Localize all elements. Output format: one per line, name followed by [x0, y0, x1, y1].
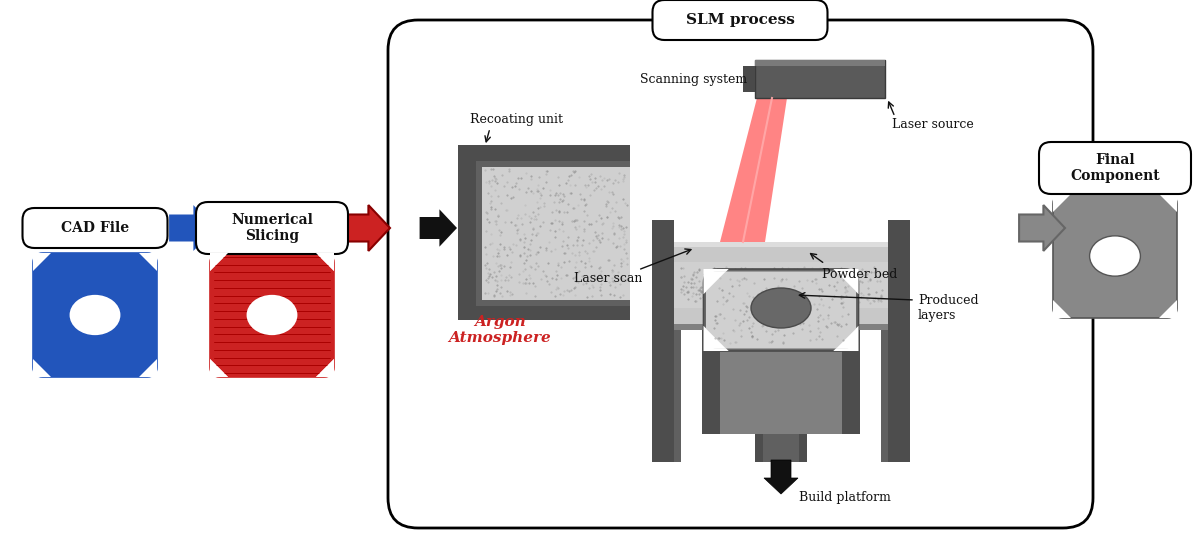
Bar: [476, 300, 630, 306]
Bar: [842, 330, 860, 434]
FancyBboxPatch shape: [210, 253, 334, 377]
Ellipse shape: [70, 295, 120, 335]
FancyBboxPatch shape: [388, 20, 1093, 528]
Ellipse shape: [246, 295, 298, 335]
Polygon shape: [210, 253, 228, 271]
Bar: [674, 242, 680, 462]
Polygon shape: [1054, 300, 1072, 318]
Polygon shape: [420, 210, 457, 247]
Polygon shape: [210, 359, 228, 377]
Bar: [652, 434, 674, 462]
Polygon shape: [836, 329, 856, 349]
Text: Laser source: Laser source: [892, 118, 973, 130]
Bar: [458, 145, 630, 161]
Text: Argon
Atmosphere: Argon Atmosphere: [449, 315, 551, 345]
FancyBboxPatch shape: [1054, 194, 1177, 318]
Bar: [476, 157, 482, 308]
Polygon shape: [764, 460, 798, 494]
Polygon shape: [833, 269, 858, 294]
Polygon shape: [139, 359, 157, 377]
FancyBboxPatch shape: [196, 202, 348, 254]
FancyBboxPatch shape: [653, 0, 828, 40]
Bar: [763, 434, 799, 462]
Polygon shape: [32, 359, 50, 377]
Polygon shape: [703, 326, 728, 351]
Bar: [674, 262, 888, 308]
Polygon shape: [1054, 194, 1072, 212]
Text: Numerical
Slicing: Numerical Slicing: [232, 213, 313, 243]
Bar: [652, 220, 674, 462]
Polygon shape: [836, 272, 856, 292]
Bar: [755, 434, 808, 462]
Text: Laser scan: Laser scan: [574, 272, 642, 284]
Text: Produced
layers: Produced layers: [918, 294, 979, 322]
Ellipse shape: [1090, 236, 1140, 276]
Bar: [888, 220, 910, 462]
FancyBboxPatch shape: [1039, 142, 1190, 194]
Bar: [482, 167, 630, 300]
Polygon shape: [1019, 205, 1066, 251]
Text: SLM process: SLM process: [685, 13, 794, 27]
Polygon shape: [706, 272, 726, 292]
Bar: [755, 60, 886, 66]
Text: Recoating unit: Recoating unit: [470, 113, 563, 127]
Bar: [458, 306, 630, 320]
Bar: [674, 242, 888, 262]
Text: Powder bed: Powder bed: [822, 268, 898, 282]
Ellipse shape: [751, 288, 811, 328]
FancyBboxPatch shape: [706, 272, 856, 349]
Bar: [755, 60, 886, 98]
Polygon shape: [210, 253, 228, 271]
Polygon shape: [169, 205, 215, 251]
Bar: [458, 145, 476, 320]
Polygon shape: [720, 98, 787, 242]
Polygon shape: [1159, 300, 1177, 318]
Bar: [888, 434, 910, 462]
Polygon shape: [316, 253, 334, 271]
Bar: [674, 324, 888, 330]
Bar: [743, 66, 755, 92]
Text: Final
Component: Final Component: [1070, 153, 1160, 183]
Polygon shape: [703, 269, 728, 294]
Polygon shape: [316, 253, 334, 271]
FancyBboxPatch shape: [32, 253, 157, 377]
Bar: [674, 308, 888, 324]
Polygon shape: [139, 253, 157, 271]
Polygon shape: [32, 253, 50, 271]
Bar: [702, 330, 720, 434]
Bar: [720, 330, 842, 434]
Text: Build platform: Build platform: [799, 491, 890, 503]
FancyBboxPatch shape: [23, 208, 168, 248]
Polygon shape: [706, 329, 726, 349]
Bar: [674, 242, 888, 247]
Text: CAD File: CAD File: [61, 221, 130, 235]
Polygon shape: [210, 359, 228, 377]
Polygon shape: [316, 359, 334, 377]
Polygon shape: [1159, 194, 1177, 212]
Bar: [881, 242, 888, 462]
Polygon shape: [833, 326, 858, 351]
Bar: [476, 161, 630, 167]
Polygon shape: [316, 359, 334, 377]
FancyBboxPatch shape: [703, 269, 858, 351]
Text: Scanning system: Scanning system: [640, 73, 746, 85]
Polygon shape: [344, 205, 390, 251]
